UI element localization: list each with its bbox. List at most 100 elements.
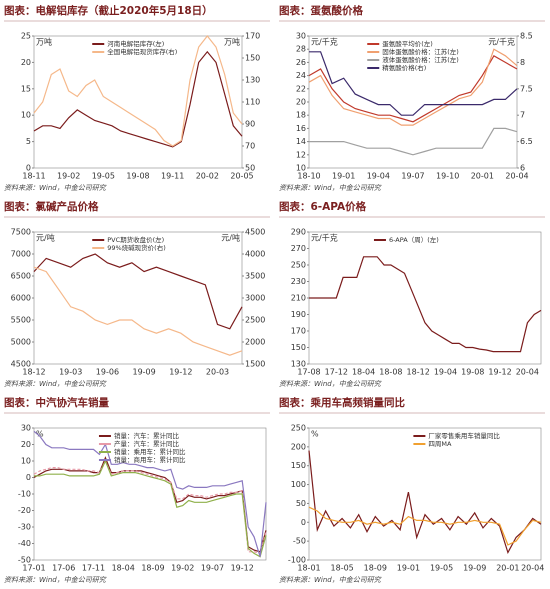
- source: 资料来源：Wind，中金公司研究: [4, 576, 107, 584]
- y2-unit: 元/吨: [221, 233, 240, 243]
- x-tick-label: 17-08: [297, 368, 320, 377]
- y-tick-label: 10: [21, 111, 31, 120]
- panel-title: 图表：蛋氨酸价格: [279, 4, 363, 17]
- source: 资料来源：Wind，中金公司研究: [279, 576, 382, 584]
- legend-label: 四周MA: [428, 440, 452, 448]
- y2-tick-label: 8: [520, 58, 525, 67]
- series-line: [33, 35, 243, 147]
- x-tick-label: 18-04: [112, 564, 135, 573]
- panel-title: 图表：氯碱产品价格: [4, 200, 99, 213]
- y-tick-label: 190: [291, 310, 306, 319]
- y-tick-label: 30: [296, 32, 306, 41]
- x-tick-label: 19-02: [57, 172, 80, 181]
- x-tick-label: 19-06: [96, 368, 119, 377]
- y-tick-label: 22: [296, 84, 306, 93]
- y2-tick-label: 8.5: [520, 32, 533, 41]
- y-tick-label: 290: [291, 228, 306, 237]
- y-unit: 元/千克: [311, 233, 338, 243]
- y2-tick-label: 4500: [245, 228, 265, 237]
- legend-label: 销量：乘用车：累计同比: [114, 447, 186, 456]
- y2-tick-label: 150: [245, 54, 260, 63]
- x-tick-label: 20-04: [521, 564, 544, 573]
- x-tick-label: 19-10: [436, 172, 459, 181]
- y-unit: %: [36, 430, 44, 439]
- series-line: [34, 459, 267, 558]
- y-tick-label: 24: [296, 71, 306, 80]
- legend-label: 全国电解铝现货库存(右): [107, 47, 177, 56]
- x-tick-label: 19-01: [397, 564, 420, 573]
- y-tick-label: 15: [21, 84, 31, 93]
- y-tick-label: 5: [26, 137, 31, 146]
- panel-title: 图表：中汽协汽车销量: [4, 396, 109, 409]
- y2-tick-label: 2500: [245, 316, 265, 325]
- x-tick-label: 19-09: [463, 564, 486, 573]
- y2-tick-label: 3500: [245, 272, 265, 281]
- x-tick-label: 19-07: [201, 564, 224, 573]
- x-tick-label: 19-12: [169, 368, 192, 377]
- x-tick-label: 18-04: [352, 368, 375, 377]
- x-tick-label: 18-12: [407, 368, 430, 377]
- source: 资料来源：Wind，中金公司研究: [4, 380, 107, 388]
- series-line: [33, 430, 267, 557]
- x-tick-label: 19-03: [59, 368, 82, 377]
- x-tick-label: 19-07: [401, 172, 424, 181]
- x-tick-label: 20-01: [496, 564, 519, 573]
- y-tick-label: 20: [21, 58, 31, 67]
- y-tick-label: 25: [21, 32, 31, 41]
- source: 资料来源：Wind，中金公司研究: [279, 184, 382, 192]
- y-unit: 元/千克: [311, 37, 338, 47]
- series-line: [308, 48, 518, 126]
- legend-label: 产量：汽车：累计同比: [114, 439, 179, 448]
- series-line: [309, 127, 518, 156]
- y-tick-label: 10: [21, 457, 31, 466]
- y-tick-label: 4500: [11, 360, 31, 369]
- x-tick-label: 18-01: [297, 564, 320, 573]
- x-tick-label: 18-05: [331, 564, 354, 573]
- x-tick-label: 19-02: [171, 564, 194, 573]
- y-tick-label: 270: [291, 244, 306, 253]
- y-tick-label: 26: [296, 58, 306, 67]
- legend-label: PVC期货收盘价(左): [107, 235, 164, 244]
- y-unit: 万吨: [36, 37, 52, 47]
- series-line: [308, 506, 542, 546]
- x-tick-label: 17-01: [22, 564, 45, 573]
- y-tick-label: -100: [288, 556, 306, 565]
- y-tick-label: 200: [291, 442, 306, 451]
- x-tick-label: 19-08: [461, 368, 484, 377]
- y2-unit: 元/千克: [488, 37, 515, 47]
- y-tick-label: 20: [21, 440, 31, 449]
- plot-frame: [308, 231, 542, 365]
- y-tick-label: 250: [291, 424, 306, 433]
- y-tick-label: 250: [291, 261, 306, 270]
- y-tick-label: -50: [18, 556, 31, 565]
- x-tick-label: 19-08: [126, 172, 149, 181]
- y-tick-label: 14: [296, 137, 306, 146]
- series-line: [309, 256, 542, 353]
- y-tick-label: 5000: [11, 338, 31, 347]
- y-tick-label: 0: [26, 164, 31, 173]
- legend-label: 销量：商用车：累计同比: [114, 455, 186, 464]
- y2-tick-label: 90: [245, 120, 255, 129]
- legend-label: 液体蛋氨酸价格：江苏(左): [382, 55, 459, 64]
- series-line: [33, 266, 243, 356]
- y-tick-label: -10: [18, 490, 31, 499]
- x-tick-label: 20-05: [230, 172, 253, 181]
- x-tick-label: 20-01: [471, 172, 494, 181]
- y2-tick-label: 3000: [245, 294, 265, 303]
- y2-tick-label: 1500: [245, 360, 265, 369]
- x-tick-label: 18-10: [297, 172, 320, 181]
- y2-tick-label: 170: [245, 32, 260, 41]
- legend-label: 99%烧碱现货价(右): [107, 243, 166, 252]
- y-tick-label: 6500: [11, 272, 31, 281]
- y-tick-label: 28: [296, 45, 306, 54]
- y2-tick-label: 6: [520, 164, 525, 173]
- legend-label: 蛋氨酸平均价(左): [382, 39, 433, 48]
- series-line: [33, 50, 243, 148]
- plot-frame: [308, 427, 542, 561]
- x-tick-label: 17-12: [325, 368, 348, 377]
- y-tick-label: 7500: [11, 228, 31, 237]
- x-tick-label: 18-09: [141, 564, 164, 573]
- x-tick-label: 19-09: [132, 368, 155, 377]
- y2-tick-label: 7.5: [520, 84, 533, 93]
